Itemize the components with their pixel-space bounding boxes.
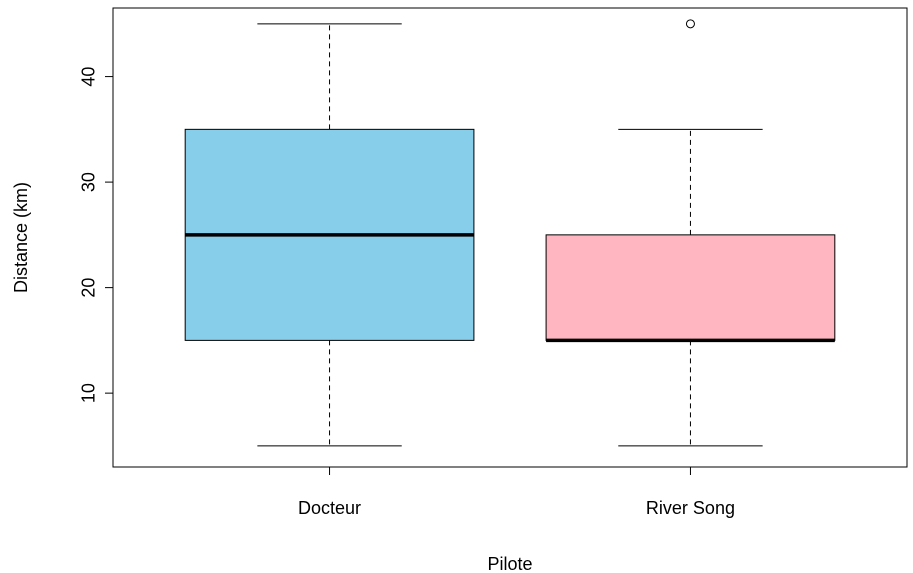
plot-layer: [184, 19, 836, 447]
y-tick-label: 40: [78, 67, 98, 87]
box-group: [184, 23, 475, 447]
y-axis-label: Distance (km): [11, 182, 31, 293]
x-tick-label: River Song: [646, 498, 735, 518]
outlier-point: [685, 19, 695, 29]
y-tick-label: 10: [78, 383, 98, 403]
x-axis: Docteur River Song: [298, 467, 735, 518]
box-iqr: [545, 234, 836, 341]
plot-frame: [112, 7, 908, 468]
y-tick-label: 30: [78, 172, 98, 192]
y-tick-label: 20: [78, 278, 98, 298]
x-axis-label: Pilote: [487, 554, 532, 573]
y-axis: 10 20 30 40: [78, 67, 113, 403]
box-group: [545, 19, 836, 447]
x-tick-label: Docteur: [298, 498, 361, 518]
